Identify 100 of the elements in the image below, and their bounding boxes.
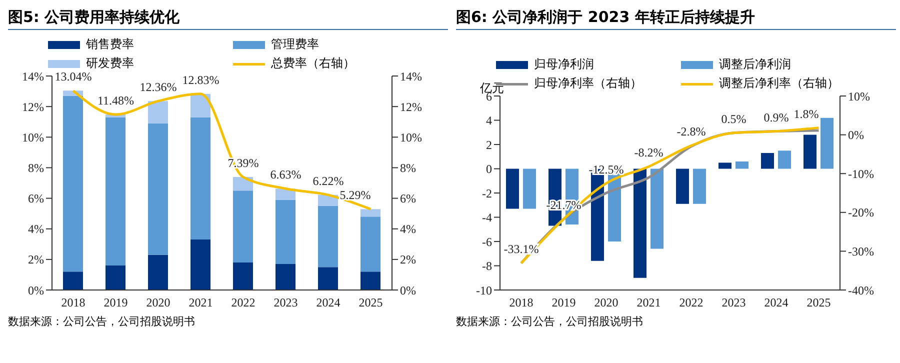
bar xyxy=(233,190,253,262)
data-label: 0.9% xyxy=(764,110,789,124)
y2-tick-label: 0% xyxy=(400,283,416,298)
data-label: 6.22% xyxy=(312,174,344,188)
data-label: 11.48% xyxy=(97,94,134,108)
x-tick-label: 2024 xyxy=(764,296,788,310)
data-label: -21.7% xyxy=(546,198,582,212)
bar xyxy=(650,168,664,249)
x-tick-label: 2021 xyxy=(188,296,213,310)
y-tick-label: 12% xyxy=(22,100,44,114)
x-tick-label: 2024 xyxy=(316,296,340,310)
y-tick-label: 4% xyxy=(28,222,44,236)
y-tick-label: 4 xyxy=(486,114,492,128)
x-tick-label: 2025 xyxy=(806,296,831,310)
legend-label: 管理费率 xyxy=(271,36,319,53)
legend-label: 调整后净利润 xyxy=(719,56,791,73)
legend-label: 总费率（右轴） xyxy=(271,55,355,72)
y2-tick-label: 10% xyxy=(400,130,422,144)
y2-tick-label: -30% xyxy=(848,244,874,258)
bar xyxy=(523,168,536,209)
y-tick-label: -10 xyxy=(476,283,492,298)
y-tick-label: 6% xyxy=(28,192,44,206)
bar xyxy=(676,168,689,204)
x-tick-label: 2023 xyxy=(722,296,746,310)
y-tick-label: 2 xyxy=(486,138,492,152)
y2-tick-label: -10% xyxy=(848,166,874,181)
bar xyxy=(233,262,253,290)
x-tick-label: 2019 xyxy=(552,296,576,310)
y-tick-label: 8% xyxy=(28,160,44,175)
bar xyxy=(190,117,210,240)
y-tick-label: 0% xyxy=(28,283,44,298)
bar xyxy=(820,118,834,169)
bar xyxy=(106,266,126,290)
y2-tick-label: 8% xyxy=(400,160,416,175)
bar xyxy=(360,216,380,272)
y2-tick-label: 12% xyxy=(400,100,422,114)
bar xyxy=(634,168,646,278)
y2-tick-label: 6% xyxy=(400,192,416,206)
bar xyxy=(360,209,380,217)
bar xyxy=(63,272,83,290)
data-label: 13.04% xyxy=(54,70,92,84)
bar xyxy=(718,162,732,169)
bar xyxy=(318,206,338,268)
y-tick-label: 10% xyxy=(22,130,44,144)
bar xyxy=(778,150,791,169)
legend-label: 调整后净利率（右轴） xyxy=(719,75,839,92)
y-tick-label: -4 xyxy=(482,210,492,225)
bar xyxy=(233,177,253,191)
bar xyxy=(506,168,519,209)
bar xyxy=(148,254,168,290)
y-tick-label: 14% xyxy=(22,69,44,84)
bar xyxy=(148,101,168,124)
source-note: 数据来源：公司公告，公司招股说明书 xyxy=(456,314,644,329)
legend-label: 归母净利润 xyxy=(534,56,594,73)
y2-tick-label: 0% xyxy=(848,128,864,142)
x-tick-label: 2022 xyxy=(679,296,704,310)
bar xyxy=(761,152,774,169)
x-tick-label: 2025 xyxy=(358,296,383,310)
x-tick-label: 2022 xyxy=(231,296,256,310)
y-tick-label: -6 xyxy=(482,234,492,249)
data-label: -8.2% xyxy=(634,146,664,160)
bar xyxy=(148,123,168,255)
y2-tick-label: 10% xyxy=(848,89,870,104)
data-label: 12.36% xyxy=(140,80,177,94)
source-note: 数据来源：公司公告，公司招股说明书 xyxy=(8,314,196,329)
data-label: 1.8% xyxy=(794,106,819,121)
bar xyxy=(106,117,126,266)
legend-label: 归母净利率（右轴） xyxy=(534,75,642,92)
data-label: 5.29% xyxy=(340,188,371,202)
legend-label: 销售费率 xyxy=(86,36,134,53)
bar xyxy=(318,267,338,290)
x-tick-label: 2020 xyxy=(594,296,618,310)
y-tick-label: -2 xyxy=(482,186,492,200)
y2-tick-label: 4% xyxy=(400,222,416,236)
data-label: 0.5% xyxy=(721,112,746,126)
y2-tick-label: -40% xyxy=(848,283,874,298)
y-tick-label: 0 xyxy=(486,162,492,176)
bar xyxy=(63,96,83,272)
y-tick-label: -8 xyxy=(482,259,492,274)
data-label: 12.83% xyxy=(182,72,220,87)
bar xyxy=(190,240,210,290)
y-tick-label: 2% xyxy=(28,252,44,267)
bar xyxy=(276,264,296,290)
x-tick-label: 2023 xyxy=(274,296,298,310)
x-tick-label: 2018 xyxy=(61,296,86,310)
bar xyxy=(804,134,816,169)
data-label: -12.5% xyxy=(588,162,624,176)
data-label: -2.8% xyxy=(676,124,706,139)
bar xyxy=(693,168,706,204)
bar xyxy=(360,272,380,290)
y2-tick-label: -20% xyxy=(848,206,874,220)
x-tick-label: 2018 xyxy=(509,296,534,310)
bar xyxy=(276,200,296,264)
chart-title: 图5: 公司费用率持续优化 xyxy=(8,8,448,30)
x-tick-label: 2020 xyxy=(146,296,170,310)
data-label: 6.63% xyxy=(270,168,302,182)
legend-label: 研发费率 xyxy=(86,55,134,72)
x-tick-label: 2021 xyxy=(636,296,661,310)
x-tick-label: 2019 xyxy=(104,296,128,310)
chart-title: 图6: 公司净利润于 2023 年转正后持续提升 xyxy=(456,8,896,30)
